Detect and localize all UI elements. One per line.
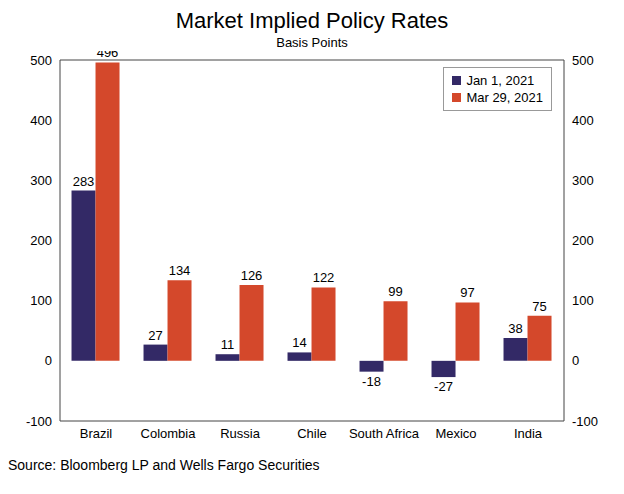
svg-text:27: 27 — [148, 328, 162, 343]
svg-text:283: 283 — [73, 174, 95, 189]
svg-text:100: 100 — [30, 293, 52, 308]
svg-text:South Africa: South Africa — [349, 426, 420, 441]
svg-text:Colombia: Colombia — [141, 426, 197, 441]
svg-text:134: 134 — [169, 263, 191, 278]
svg-text:14: 14 — [292, 335, 306, 350]
svg-text:300: 300 — [572, 173, 594, 188]
svg-text:38: 38 — [508, 321, 522, 336]
html-text:Jan 1, 2021: Jan 1, 2021 — [466, 73, 535, 88]
svg-text:India: India — [514, 426, 543, 441]
svg-text:126: 126 — [241, 268, 263, 283]
svg-text:-18: -18 — [362, 374, 381, 389]
svg-text:Russia: Russia — [220, 426, 261, 441]
svg-text:11: 11 — [221, 337, 235, 352]
svg-text:Mexico: Mexico — [435, 426, 476, 441]
svg-text:-100: -100 — [572, 414, 598, 429]
svg-text:-100: -100 — [26, 414, 52, 429]
svg-text:400: 400 — [572, 113, 594, 128]
svg-text:500: 500 — [30, 53, 52, 68]
svg-text:300: 300 — [30, 173, 52, 188]
html-text:Mar 29, 2021: Mar 29, 2021 — [466, 90, 543, 105]
html-text:Source: Bloomberg LP and Wells: Source: Bloomberg LP and Wells Fargo Sec… — [8, 457, 320, 473]
svg-text:75: 75 — [532, 299, 546, 314]
svg-text:99: 99 — [388, 284, 402, 299]
svg-text:400: 400 — [30, 113, 52, 128]
svg-text:0: 0 — [572, 353, 579, 368]
html-text:Market Implied Policy Rates: Market Implied Policy Rates — [175, 8, 449, 33]
svg-text:0: 0 — [45, 353, 52, 368]
svg-text:100: 100 — [572, 293, 594, 308]
svg-text:200: 200 — [30, 233, 52, 248]
svg-text:Chile: Chile — [297, 426, 327, 441]
svg-text:Brazil: Brazil — [80, 426, 113, 441]
svg-text:97: 97 — [460, 285, 474, 300]
html-text:Basis Points: Basis Points — [276, 35, 348, 50]
svg-text:122: 122 — [313, 270, 335, 285]
svg-text:200: 200 — [572, 233, 594, 248]
svg-text:496: 496 — [97, 51, 119, 60]
svg-text:-27: -27 — [434, 379, 453, 394]
svg-text:500: 500 — [572, 53, 594, 68]
